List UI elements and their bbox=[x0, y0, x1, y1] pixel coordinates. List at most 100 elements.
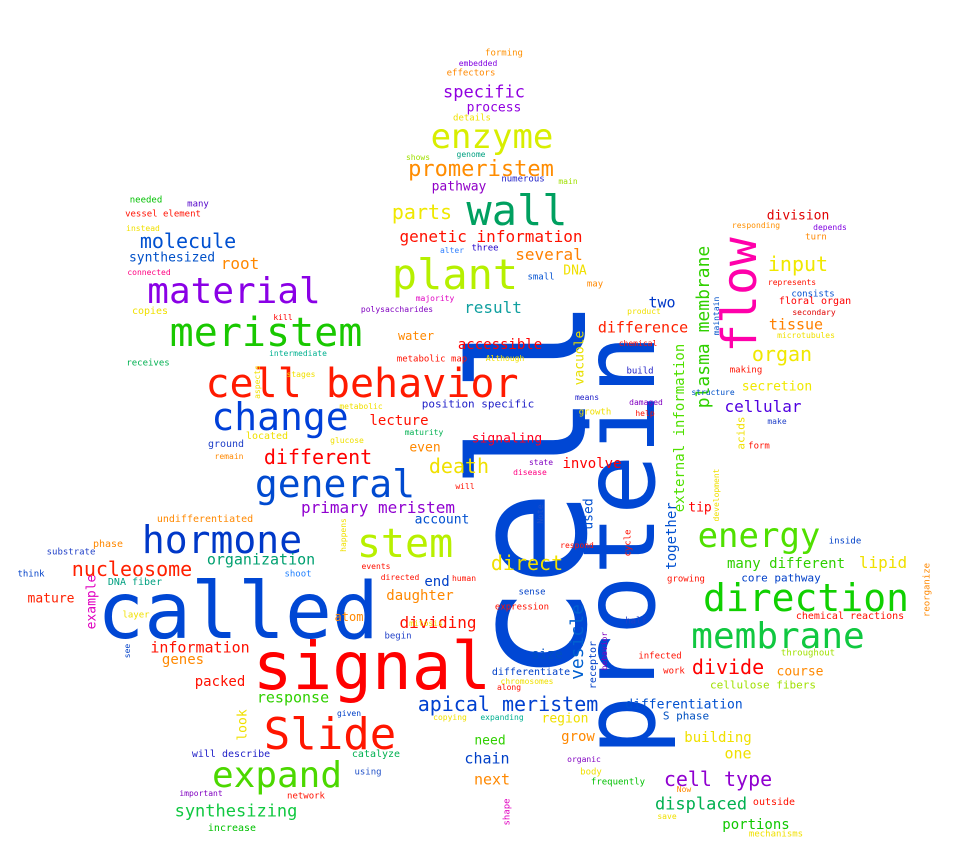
word-will-describe: will describe bbox=[191, 749, 271, 760]
word-direction: direction bbox=[703, 576, 909, 620]
word-vessel-element: vessel element bbox=[125, 209, 201, 220]
word-turn: turn bbox=[805, 232, 827, 243]
word-chromosomes: chromosomes bbox=[500, 677, 554, 686]
word-different: different bbox=[263, 445, 373, 469]
word-phase: phase bbox=[92, 539, 124, 550]
word-along: along bbox=[496, 683, 522, 692]
word-mitosis: mitosis bbox=[409, 619, 443, 628]
word-used: used bbox=[581, 498, 597, 530]
word-cell-behavior: cell behavior bbox=[205, 361, 519, 407]
word-organ: organ bbox=[751, 342, 813, 366]
word-damaged: damaged bbox=[629, 398, 663, 407]
word-expression: expression bbox=[494, 602, 550, 613]
word-aspects: aspects bbox=[253, 365, 262, 399]
word-differentiate: differentiate bbox=[491, 667, 571, 678]
word-wall: wall bbox=[466, 186, 568, 235]
word-undifferentiated: undifferentiated bbox=[156, 514, 254, 525]
word-make: make bbox=[767, 417, 787, 426]
word-effectors: effectors bbox=[446, 68, 496, 79]
word-s-phase: S phase bbox=[662, 709, 710, 723]
word-means: means bbox=[574, 393, 600, 402]
word-organization: organization bbox=[206, 550, 316, 569]
word-happens: happens bbox=[339, 518, 348, 552]
word-lipid: lipid bbox=[858, 553, 908, 572]
word-building: building bbox=[684, 730, 752, 746]
word-represents: represents bbox=[767, 278, 817, 287]
word-shows: shows bbox=[405, 153, 431, 162]
word-respond: respond bbox=[560, 541, 594, 550]
word-next: next bbox=[473, 770, 511, 789]
word-state: state bbox=[528, 458, 554, 467]
word-now: Now bbox=[676, 785, 692, 794]
word-human: human bbox=[451, 574, 477, 583]
word-alter: alter bbox=[439, 246, 465, 255]
word-chain: chain bbox=[464, 749, 510, 768]
word-intermediate: intermediate bbox=[269, 349, 327, 358]
word-embedded: embedded bbox=[458, 59, 498, 68]
word-structure: structure bbox=[691, 388, 735, 397]
word-promeristem: promeristem bbox=[408, 157, 554, 182]
word-metabolic: metabolic bbox=[339, 402, 383, 411]
word-information: information bbox=[150, 638, 250, 657]
word-growth: growth bbox=[578, 407, 612, 418]
word-parts: parts bbox=[391, 200, 453, 224]
word-three: three bbox=[471, 243, 499, 254]
word-nucleosome: nucleosome bbox=[71, 557, 193, 581]
word-stages: stages bbox=[286, 370, 316, 379]
word-tissue: tissue bbox=[768, 315, 824, 334]
word-account: account bbox=[414, 512, 470, 528]
word-course: course bbox=[776, 664, 824, 680]
word-primary-meristem: primary meristem bbox=[300, 498, 456, 517]
word-microtubules: microtubules bbox=[777, 331, 835, 340]
word-tip: tip bbox=[688, 500, 712, 516]
word-metabolic-map: metabolic map bbox=[396, 354, 468, 365]
word-death: death bbox=[428, 454, 490, 478]
word-differentiation: differentiation bbox=[625, 697, 743, 713]
word-consists: consists bbox=[791, 289, 835, 300]
word-growing: growing bbox=[667, 574, 705, 585]
word-chemical-reactions: chemical reactions bbox=[795, 611, 905, 622]
word-organic: organic bbox=[567, 755, 601, 764]
word-meristem: meristem bbox=[169, 310, 363, 356]
word-secretion: secretion bbox=[741, 379, 813, 395]
word-throughout: throughout bbox=[780, 648, 836, 659]
word-help: help bbox=[635, 409, 655, 418]
word-events: events bbox=[361, 562, 391, 571]
word-position-specific: position specific bbox=[421, 397, 535, 411]
word-expand: expand bbox=[211, 755, 343, 796]
word-kill: kill bbox=[273, 313, 293, 322]
word-two: two bbox=[648, 293, 676, 312]
word-receives: receives bbox=[126, 358, 170, 369]
word-cell-type: cell type bbox=[663, 767, 773, 791]
word-genes: genes bbox=[161, 652, 205, 668]
word-shape: shape bbox=[502, 798, 513, 826]
word-note: Note bbox=[536, 504, 545, 524]
word-responding: responding bbox=[731, 221, 781, 230]
word-infected: infected bbox=[638, 651, 682, 662]
word-vacuole: vacuole bbox=[572, 330, 588, 386]
word-result: result bbox=[464, 298, 522, 317]
word-lecture: lecture bbox=[369, 413, 429, 429]
word-located: located bbox=[245, 431, 289, 442]
word-will: will bbox=[455, 482, 475, 491]
word-change: change bbox=[211, 395, 349, 439]
word-copying: copying bbox=[433, 713, 467, 722]
word-packed: packed bbox=[194, 674, 246, 690]
word-body: body bbox=[580, 767, 602, 778]
word-depends: depends bbox=[813, 223, 847, 232]
word-product: product bbox=[627, 307, 661, 316]
word-flow: flow bbox=[712, 237, 768, 353]
word-layer: layer bbox=[122, 610, 150, 621]
word-glucose: glucose bbox=[330, 436, 364, 445]
word-core-pathway: core pathway bbox=[741, 571, 821, 585]
word-save: save bbox=[657, 812, 677, 821]
word-called: called bbox=[97, 567, 379, 657]
word-atom: atom bbox=[334, 610, 364, 624]
word-maturity: maturity bbox=[404, 428, 444, 437]
word-begin: begin bbox=[384, 631, 412, 642]
word-even: even bbox=[409, 440, 441, 456]
word-region: region bbox=[541, 711, 589, 727]
word-cellulose-fibers: cellulose fibers bbox=[710, 678, 816, 692]
word-main: main bbox=[558, 177, 578, 186]
word-think: think bbox=[17, 569, 45, 580]
